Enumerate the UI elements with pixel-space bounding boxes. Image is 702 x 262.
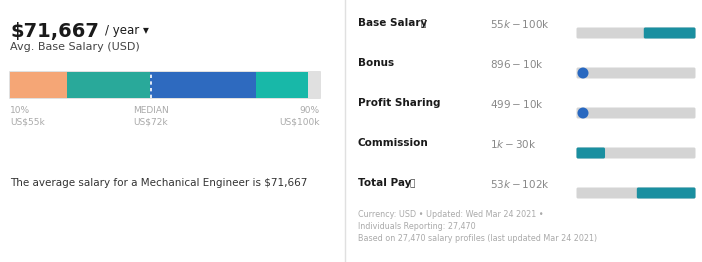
- Text: $1k - $30k: $1k - $30k: [490, 138, 536, 150]
- Text: Individuals Reporting: 27,470: Individuals Reporting: 27,470: [358, 222, 476, 231]
- Text: Profit Sharing: Profit Sharing: [358, 98, 440, 108]
- Text: US$55k: US$55k: [10, 117, 45, 126]
- Text: Base Salary: Base Salary: [358, 18, 428, 28]
- Text: / year ▾: / year ▾: [105, 24, 149, 37]
- Text: US$72k: US$72k: [134, 117, 168, 126]
- Text: 90%: 90%: [300, 106, 320, 115]
- Bar: [256, 72, 307, 98]
- Bar: [150, 72, 256, 98]
- Text: $55k - $100k: $55k - $100k: [490, 18, 550, 30]
- FancyBboxPatch shape: [644, 28, 696, 39]
- Circle shape: [578, 68, 588, 79]
- Text: $896 - $10k: $896 - $10k: [490, 58, 544, 70]
- FancyBboxPatch shape: [576, 148, 605, 159]
- FancyBboxPatch shape: [576, 107, 696, 118]
- Text: ⓘ: ⓘ: [420, 19, 426, 28]
- FancyBboxPatch shape: [576, 68, 696, 79]
- Text: Total Pay: Total Pay: [358, 178, 411, 188]
- Text: US$100k: US$100k: [279, 117, 320, 126]
- Text: The average salary for a Mechanical Engineer is $71,667: The average salary for a Mechanical Engi…: [10, 178, 307, 188]
- Text: MEDIAN: MEDIAN: [133, 106, 169, 115]
- Text: Avg. Base Salary (USD): Avg. Base Salary (USD): [10, 42, 140, 52]
- FancyBboxPatch shape: [576, 28, 696, 39]
- Text: Currency: USD • Updated: Wed Mar 24 2021 •: Currency: USD • Updated: Wed Mar 24 2021…: [358, 210, 543, 219]
- FancyBboxPatch shape: [576, 148, 696, 159]
- Text: $53k - $102k: $53k - $102k: [490, 178, 550, 190]
- Bar: [67, 72, 150, 98]
- Text: 10%: 10%: [10, 106, 30, 115]
- Text: Commission: Commission: [358, 138, 429, 148]
- FancyBboxPatch shape: [637, 188, 696, 199]
- Circle shape: [578, 107, 588, 118]
- Bar: [10, 72, 67, 98]
- FancyBboxPatch shape: [9, 71, 321, 99]
- Text: $499 - $10k: $499 - $10k: [490, 98, 544, 110]
- Text: Based on 27,470 salary profiles (last updated Mar 24 2021): Based on 27,470 salary profiles (last up…: [358, 234, 597, 243]
- Text: Bonus: Bonus: [358, 58, 394, 68]
- FancyBboxPatch shape: [576, 188, 696, 199]
- Text: ⓘ: ⓘ: [409, 179, 415, 188]
- Text: $71,667: $71,667: [10, 22, 99, 41]
